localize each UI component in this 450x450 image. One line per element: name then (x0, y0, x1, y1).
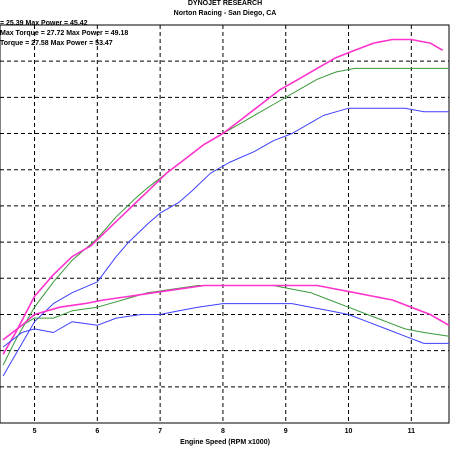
x-axis-title: Engine Speed (RPM x1000) (180, 439, 270, 446)
x-tick-label: 11 (408, 428, 416, 435)
legend-entry-1: = 25.39 Max Power = 45.42 (0, 20, 88, 27)
plot-border (0, 24, 450, 424)
header-company: DYNOJET RESEARCH (187, 0, 263, 7)
x-tick-label: 8 (221, 428, 225, 435)
x-tick-label: 10 (345, 428, 353, 435)
series-line-run3-power (2, 38, 444, 355)
grid-lines (0, 25, 449, 423)
series-lines (2, 38, 450, 377)
x-tick-label: 9 (284, 428, 288, 435)
x-tick-label: 7 (158, 428, 162, 435)
legend-entry-2: Max Torque = 27.72 Max Power = 49.18 (0, 30, 129, 37)
header-location: Norton Racing - San Diego, CA (173, 10, 277, 17)
x-tick-labels: 5 6 7 8 9 10 11 (33, 428, 416, 435)
x-tick-label: 5 (33, 428, 37, 435)
series-line-run3-torque (2, 284, 450, 341)
legend-entry-3: Torque = 27.58 Max Power = 53.47 (0, 40, 113, 47)
series-line-run1-torque (2, 303, 449, 348)
x-tick-label: 6 (95, 428, 99, 435)
series-line-run1-power (2, 107, 449, 377)
